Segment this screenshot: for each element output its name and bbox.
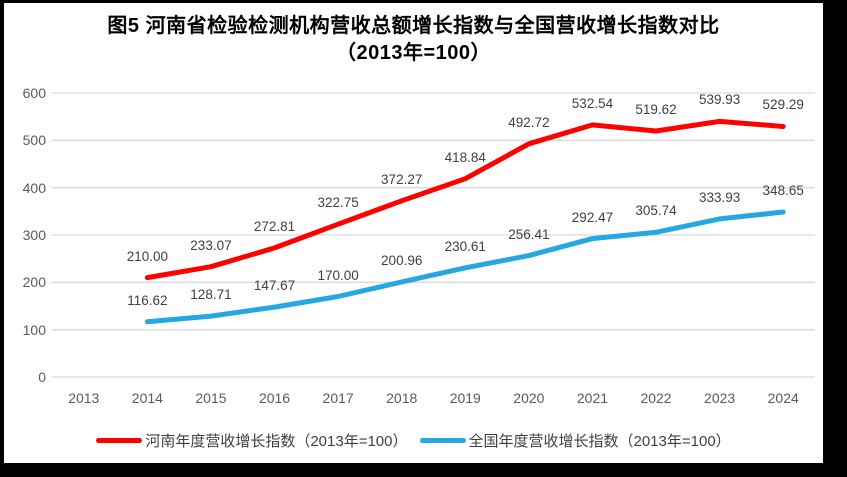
data-label: 322.75 bbox=[317, 195, 359, 211]
x-axis-label: 2017 bbox=[322, 390, 354, 406]
data-label: 418.84 bbox=[444, 149, 486, 165]
data-label: 492.72 bbox=[508, 114, 550, 130]
data-label: 147.67 bbox=[253, 278, 296, 294]
y-axis-label: 600 bbox=[22, 85, 46, 101]
x-axis-label: 2013 bbox=[68, 390, 100, 406]
x-axis-label: 2023 bbox=[704, 390, 736, 406]
x-axis-label: 2016 bbox=[258, 390, 291, 406]
chart-title: 图5 河南省检验检测机构营收总额增长指数与全国营收增长指数对比 （2013年=1… bbox=[4, 13, 823, 67]
chart-title-line2: （2013年=100） bbox=[335, 42, 492, 64]
x-axis-label: 2014 bbox=[131, 390, 163, 406]
data-label: 116.62 bbox=[127, 292, 168, 308]
data-label: 539.93 bbox=[698, 92, 741, 108]
data-label: 230.61 bbox=[444, 238, 486, 254]
legend-item-national: 全国年度营收增长指数（2013年=100） bbox=[419, 430, 731, 451]
series-line-0 bbox=[144, 118, 786, 281]
data-label: 170.00 bbox=[317, 267, 359, 283]
data-label: 128.71 bbox=[190, 287, 232, 303]
data-label: 272.81 bbox=[253, 218, 296, 234]
legend-item-henan: 河南年度营收增长指数（2013年=100） bbox=[96, 430, 408, 451]
chart-title-line1: 图5 河南省检验检测机构营收总额增长指数与全国营收增长指数对比 bbox=[107, 15, 720, 37]
data-label: 348.65 bbox=[762, 182, 804, 198]
x-axis-label: 2015 bbox=[195, 390, 227, 406]
series-line-1 bbox=[144, 209, 786, 325]
legend: 河南年度营收增长指数（2013年=100） 全国年度营收增长指数（2013年=1… bbox=[4, 429, 823, 451]
data-label: 529.29 bbox=[762, 97, 804, 113]
data-label: 292.47 bbox=[571, 209, 614, 225]
legend-marker-national-icon bbox=[419, 437, 466, 443]
y-axis-label: 100 bbox=[22, 321, 46, 338]
x-axis-label: 2020 bbox=[513, 390, 545, 406]
data-label: 233.07 bbox=[190, 237, 232, 253]
y-axis-label: 0 bbox=[38, 369, 46, 385]
data-label: 372.27 bbox=[381, 171, 423, 187]
data-label: 519.62 bbox=[635, 102, 677, 118]
y-axis-label: 500 bbox=[22, 132, 46, 149]
data-label: 200.96 bbox=[381, 252, 423, 268]
data-label: 532.54 bbox=[571, 95, 614, 111]
legend-label-henan: 河南年度营收增长指数（2013年=100） bbox=[145, 432, 408, 450]
x-axis-label: 2024 bbox=[767, 390, 799, 406]
chart-canvas bbox=[4, 3, 823, 463]
y-axis-label: 200 bbox=[22, 274, 46, 291]
x-axis-label: 2019 bbox=[449, 390, 481, 406]
x-axis-label: 2022 bbox=[640, 390, 672, 406]
data-label: 210.00 bbox=[126, 248, 169, 264]
data-label: 256.41 bbox=[508, 226, 550, 242]
legend-label-national: 全国年度营收增长指数（2013年=100） bbox=[468, 432, 731, 450]
data-label: 333.93 bbox=[698, 189, 741, 205]
x-axis-label: 2021 bbox=[576, 390, 609, 406]
y-axis-label: 300 bbox=[22, 227, 46, 243]
legend-marker-henan-icon bbox=[96, 437, 143, 443]
data-label: 305.74 bbox=[635, 203, 677, 219]
y-axis-label: 400 bbox=[22, 179, 46, 196]
x-axis-label: 2018 bbox=[386, 390, 418, 406]
